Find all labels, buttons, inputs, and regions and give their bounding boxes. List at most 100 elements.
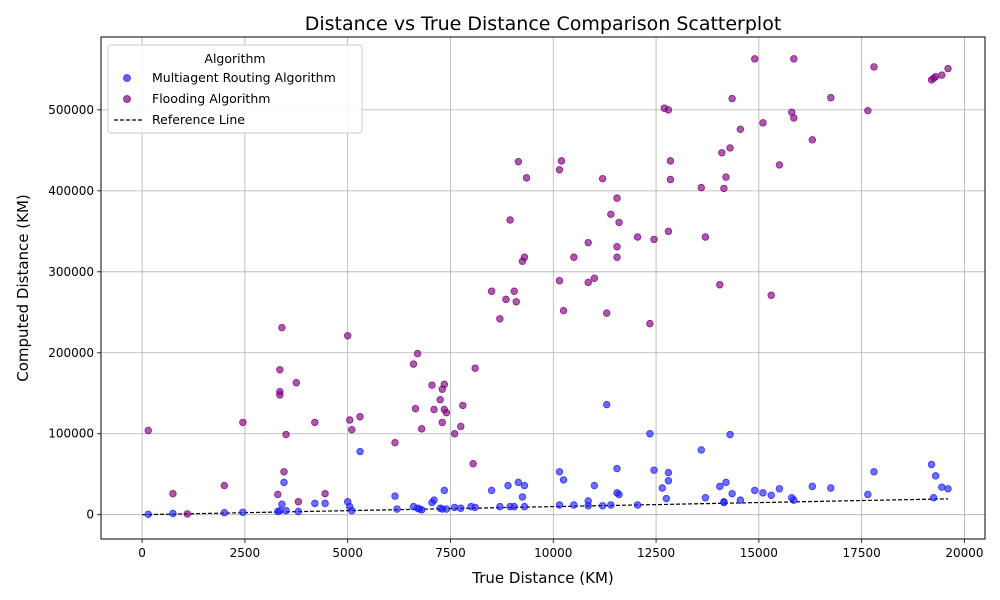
flooding-point [557,157,566,165]
flooding-point [311,418,319,427]
flooding-point [944,64,952,73]
x-tick-label: 0 [138,546,146,560]
multiagent-point [613,464,621,473]
multiagent-point [722,478,730,487]
flooding-point [646,319,654,328]
flooding-point [701,233,710,241]
flooding-point [790,55,798,63]
multiagent-point [808,482,817,491]
flooding-point [555,277,564,285]
chart-title: Distance vs True Distance Comparison Sca… [305,13,782,35]
multiagent-point [555,468,564,476]
multiagent-point [726,430,734,439]
flooding-point [411,404,420,413]
flooding-point [276,391,284,399]
flooding-point [220,481,229,490]
flooding-point [584,278,592,287]
multiagent-point [169,509,177,518]
multiagent-point [393,505,401,513]
flooding-point [716,281,724,289]
x-tick-label: 20000 [945,546,983,560]
multiagent-point [759,489,767,497]
flooding-point [726,144,734,152]
flooding-point [931,72,940,81]
legend-label-flooding: Flooding Algorithm [152,91,270,106]
multiagent-point [510,502,518,511]
legend-marker-multiagent [123,74,131,82]
flooding-point [496,315,504,323]
flooding-point [294,498,303,506]
flooding-point [598,174,607,183]
multiagent-point [728,489,736,498]
flooding-point [469,460,477,468]
flooding-point [736,125,745,134]
flooding-point [409,360,418,368]
flooding-point [584,238,592,247]
multiagent-point [520,502,529,511]
multiagent-point [514,478,523,487]
flooding-point [559,306,568,315]
multiagent-point [471,503,479,512]
scatter-points [144,55,952,519]
multiagent-point [697,446,705,454]
legend: Algorithm Multiagent Routing Algorithm F… [107,44,363,134]
flooding-point [728,94,736,103]
flooding-point [436,396,444,404]
multiagent-point [870,468,878,476]
x-tick-label: 7500 [435,546,466,560]
multiagent-point [321,499,329,508]
multiagent-point [282,506,290,515]
multiagent-point [496,502,504,511]
flooding-point [343,332,352,340]
y-tick-label: 0 [86,508,94,522]
multiagent-point [827,484,835,492]
flooding-point [471,364,479,372]
multiagent-point [442,505,451,513]
multiagent-point [418,506,426,514]
y-tick-label: 500000 [48,103,94,117]
y-tick-label: 100000 [48,427,94,441]
flooding-point [870,63,878,71]
x-tick-label: 2500 [230,546,261,560]
flooding-point [864,106,872,115]
multiagent-point [927,460,936,469]
flooding-point [650,235,658,244]
flooding-point [169,489,177,498]
flooding-point [790,114,798,122]
legend-label-multiagent: Multiagent Routing Algorithm [152,70,336,85]
multiagent-point [584,502,592,510]
x-tick-label: 15000 [740,546,778,560]
flooding-point [666,175,675,184]
flooding-point [438,418,446,427]
flooding-point [321,489,329,498]
flooding-point [278,323,286,332]
flooding-point [666,157,675,165]
multiagent-point [931,472,940,480]
multiagent-point [929,494,938,502]
flooding-point [720,184,728,193]
flooding-point [522,174,531,182]
multiagent-point [767,491,775,499]
multiagent-point [775,485,784,493]
legend-marker-flooding [123,95,131,103]
flooding-point [276,366,284,374]
flooding-point [718,149,726,157]
legend-box [107,44,363,134]
multiagent-point [280,478,288,487]
flooding-point [144,426,152,435]
multiagent-point [650,466,658,474]
flooding-point [520,253,529,261]
legend-title: Algorithm [204,51,265,66]
multiagent-point [864,490,872,499]
multiagent-point [440,486,449,495]
flooding-point [282,430,290,439]
flooding-point [607,210,615,219]
x-tick-label: 12500 [637,546,675,560]
multiagent-point [457,504,465,512]
y-tick-label: 400000 [48,184,94,198]
multiagent-point [736,496,745,504]
legend-label-reference: Reference Line [152,112,245,127]
flooding-point [570,253,578,261]
multiagent-point [555,501,564,509]
